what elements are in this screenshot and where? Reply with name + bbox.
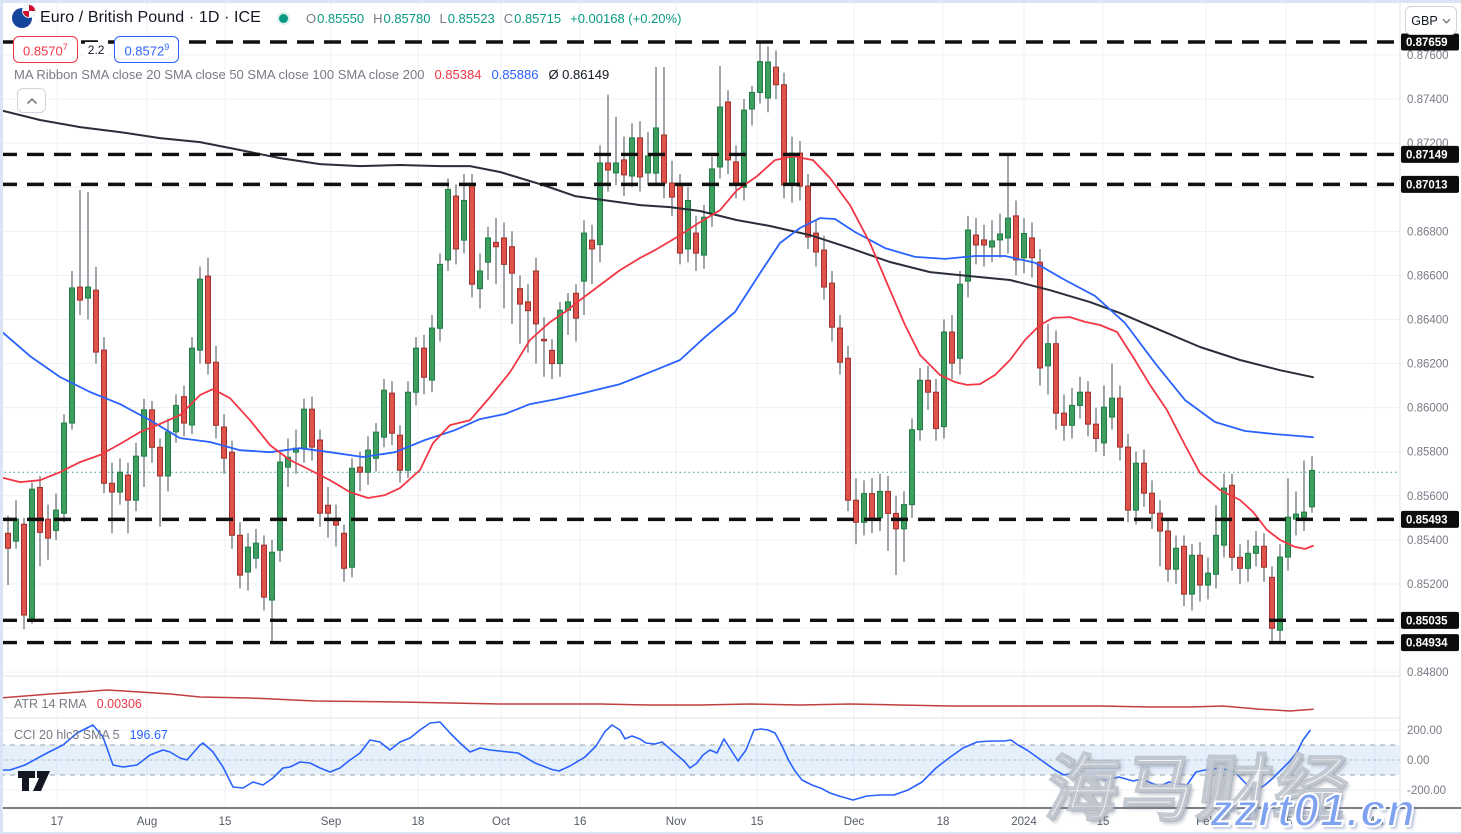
open-value: 0.85550	[317, 10, 365, 26]
svg-text:Aug: Aug	[137, 816, 157, 828]
window-edge-left	[0, 0, 3, 834]
svg-text:Dec: Dec	[844, 816, 865, 828]
svg-text:-200.00: -200.00	[1407, 785, 1446, 797]
atr-legend[interactable]: ATR 14 RMA 0.00306	[14, 697, 142, 711]
svg-text:0.87149: 0.87149	[1406, 149, 1448, 161]
eu-flag-icon	[12, 4, 36, 28]
svg-text:0.85035: 0.85035	[1406, 615, 1448, 627]
price-tag-red[interactable]: 0.85707	[13, 36, 78, 64]
svg-text:Nov: Nov	[666, 816, 687, 828]
price-tags-row: 0.85707 2.2 0.85729	[13, 36, 180, 64]
pane-separators[interactable]	[0, 675, 1461, 719]
svg-text:0.86200: 0.86200	[1407, 359, 1449, 371]
svg-text:Feb: Feb	[1196, 816, 1216, 828]
svg-text:196.67: 196.67	[130, 728, 168, 742]
atr-line	[0, 689, 1314, 712]
open-label: O	[305, 10, 317, 26]
low-value: 0.85523	[447, 10, 495, 26]
svg-text:0.00306: 0.00306	[97, 697, 142, 711]
price-axis[interactable]: 0.876000.874000.872000.868000.866000.864…	[1399, 0, 1461, 834]
svg-text:0.84800: 0.84800	[1407, 667, 1449, 679]
chevron-up-icon	[26, 97, 37, 104]
svg-text:0.00: 0.00	[1407, 755, 1429, 767]
svg-text:ATR 14 RMA: ATR 14 RMA	[14, 697, 87, 711]
svg-text:15: 15	[219, 816, 232, 828]
svg-text:15: 15	[1097, 816, 1110, 828]
window-edge-top	[0, 0, 1461, 3]
ma-ribbon-average-value: Ø 0.86149	[548, 67, 610, 82]
change-value: +0.00168 (+0.20%)	[570, 10, 682, 26]
svg-text:0.86600: 0.86600	[1407, 270, 1449, 282]
sma200-line	[0, 109, 1314, 379]
chevron-down-icon	[1442, 18, 1451, 24]
svg-text:15: 15	[751, 816, 764, 828]
svg-text:0.87013: 0.87013	[1406, 179, 1448, 191]
svg-text:0.87400: 0.87400	[1407, 94, 1449, 106]
svg-text:0.85800: 0.85800	[1407, 447, 1449, 459]
ma-ribbon-legend[interactable]: MA Ribbon SMA close 20 SMA close 50 SMA …	[14, 67, 609, 82]
price-tag-spread: 2.2	[84, 41, 108, 58]
svg-text:Sep: Sep	[321, 816, 341, 828]
close-value: 0.85715	[514, 10, 562, 26]
price-level-labels[interactable]: 0.87659 0.87149 0.87013 0.85493 0.85035 0.849…	[1401, 33, 1459, 652]
svg-text:CCI 20 hlc3 SMA 5: CCI 20 hlc3 SMA 5	[14, 728, 120, 742]
svg-text:18: 18	[412, 816, 425, 828]
sma50-line	[0, 217, 1314, 458]
svg-text:Mar: Mar	[1365, 816, 1385, 828]
svg-text:0.87600: 0.87600	[1407, 50, 1449, 62]
uk-flag-icon	[22, 4, 36, 18]
time-axis[interactable]: 17 Aug 15 Sep 18 Oct 16 Nov 15 Dec 18 2024 15 Feb 15 Ma…	[0, 807, 1461, 834]
ma-ribbon-sma50-value: 0.85886	[491, 67, 539, 82]
price-tag-blue[interactable]: 0.85729	[114, 36, 180, 64]
svg-text:15: 15	[1280, 816, 1293, 828]
svg-text:Oct: Oct	[492, 816, 511, 828]
sma20-line	[0, 155, 1314, 550]
ohlc-values: O0.85550 H0.85780 L0.85523 C0.85715 +0.0…	[306, 11, 681, 26]
cci-line	[1, 721, 1311, 801]
currency-label: GBP	[1411, 13, 1438, 28]
svg-text:17: 17	[51, 816, 64, 828]
svg-text:0.85600: 0.85600	[1407, 491, 1449, 503]
ma-ribbon-label: MA Ribbon SMA close 20 SMA close 50 SMA …	[14, 67, 425, 82]
svg-text:0.86400: 0.86400	[1407, 314, 1449, 326]
low-label: L	[439, 10, 447, 26]
svg-text:0.84934: 0.84934	[1406, 638, 1448, 650]
candlesticks[interactable]	[0, 41, 1315, 644]
svg-text:0.87659: 0.87659	[1406, 37, 1448, 49]
symbol-title[interactable]: Euro / British Pound · 1D · ICE	[40, 9, 261, 26]
grid-lines	[0, 0, 1400, 808]
svg-text:0.86800: 0.86800	[1407, 226, 1449, 238]
high-label: H	[373, 10, 383, 26]
svg-text:200.00: 200.00	[1407, 725, 1442, 737]
cci-pane	[0, 744, 1400, 776]
high-value: 0.85780	[383, 10, 431, 26]
svg-text:16: 16	[574, 816, 587, 828]
symbol-header: Euro / British Pound · 1D · ICE O0.85550…	[12, 4, 681, 28]
window-edge-bottom	[0, 832, 1461, 834]
svg-text:0.85200: 0.85200	[1407, 579, 1449, 591]
cci-legend[interactable]: CCI 20 hlc3 SMA 5 196.67	[14, 728, 168, 742]
svg-text:0.85493: 0.85493	[1406, 514, 1448, 526]
currency-selector[interactable]: GBP	[1405, 6, 1457, 35]
svg-text:0.85400: 0.85400	[1407, 535, 1449, 547]
tradingview-logo[interactable]	[17, 770, 53, 797]
svg-text:2024: 2024	[1011, 816, 1037, 828]
close-label: C	[503, 10, 514, 26]
market-status-icon	[278, 13, 288, 23]
svg-text:0.86000: 0.86000	[1407, 403, 1449, 415]
price-level-lines[interactable]	[0, 40, 1400, 645]
ma-ribbon-sma20-value: 0.85384	[434, 67, 482, 82]
svg-text:18: 18	[937, 816, 950, 828]
collapse-pane-button[interactable]	[17, 88, 46, 113]
